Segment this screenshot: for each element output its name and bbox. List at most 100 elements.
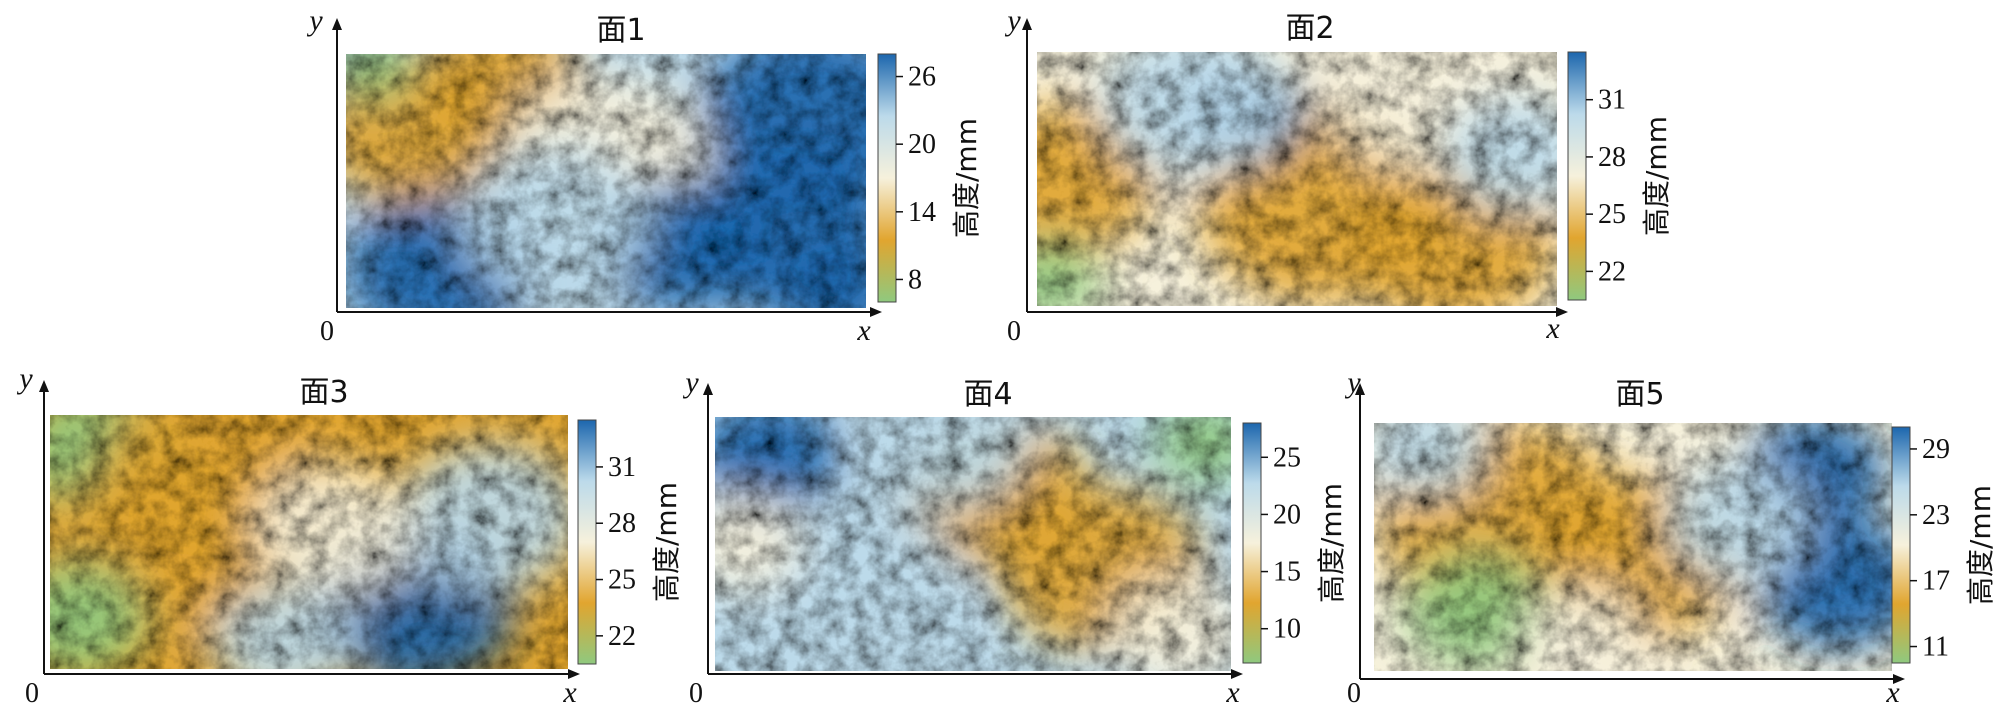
colorbar-label: 高度/mm — [1640, 116, 1673, 236]
surface-image — [715, 417, 1231, 671]
y-axis-arrow — [39, 380, 49, 392]
panel-5: 面5 y x 0 11 17 23 29 高度/mm — [1344, 366, 1997, 709]
colorbar-label: 高度/mm — [950, 118, 983, 238]
surface-texture — [1374, 423, 1892, 671]
y-axis-arrow — [1022, 18, 1032, 30]
height-region — [210, 585, 356, 669]
colorbar-tick-label: 31 — [1598, 85, 1626, 116]
surface-texture — [715, 417, 1231, 671]
height-region — [346, 54, 414, 100]
origin-label: 0 — [1007, 316, 1021, 347]
surface-image — [1374, 423, 1892, 671]
surface-texture — [346, 54, 866, 308]
height-region — [1442, 95, 1557, 212]
panel-1: 面1 y x 0 8 14 20 26 高度/mm — [306, 4, 983, 347]
colorbar — [577, 419, 597, 665]
y-axis-label: y — [1004, 4, 1021, 37]
height-region — [1107, 575, 1231, 671]
colorbar-label: 高度/mm — [1964, 485, 1997, 605]
x-axis-arrow — [1556, 307, 1568, 317]
height-region — [1099, 52, 1287, 178]
height-region — [715, 494, 803, 594]
colorbar-tick-label: 10 — [1273, 614, 1301, 645]
colorbar-tick-label: 25 — [1598, 199, 1626, 230]
height-region — [1405, 550, 1551, 668]
y-axis-arrow — [332, 18, 342, 30]
surface-image — [346, 54, 866, 308]
height-region — [864, 417, 1030, 509]
y-axis-label: y — [306, 4, 323, 37]
colorbar-tick-label: 14 — [908, 197, 936, 228]
x-axis-label: x — [1545, 312, 1560, 345]
surface-texture — [50, 415, 568, 669]
colorbar-tick-label: 28 — [608, 508, 636, 539]
x-axis-label: x — [1885, 676, 1900, 709]
height-region — [1153, 417, 1231, 484]
height-region — [397, 442, 568, 592]
x-axis-label: x — [562, 676, 577, 709]
x-axis-arrow — [1893, 674, 1905, 684]
panel-4: 面4 y x 0 10 15 20 25 高度/mm — [682, 366, 1348, 709]
colorbar — [1242, 422, 1262, 664]
panel-title: 面2 — [1285, 11, 1334, 46]
y-axis-arrow — [1355, 383, 1365, 395]
colorbar-tick-label: 29 — [1922, 434, 1950, 465]
height-regions — [715, 417, 1231, 671]
height-regions — [346, 54, 866, 308]
colorbar-tick-label: 22 — [1598, 256, 1626, 287]
height-region — [776, 507, 963, 657]
colorbar-tick-label: 22 — [608, 621, 636, 652]
y-axis-arrow — [703, 383, 713, 395]
origin-label: 0 — [1347, 678, 1361, 709]
colorbar-tick-label: 23 — [1922, 500, 1950, 531]
colorbar-tick-label: 15 — [1273, 557, 1301, 588]
colorbar-tick-label: 26 — [908, 62, 936, 93]
surface-image — [50, 415, 568, 669]
y-axis-label: y — [1344, 366, 1361, 399]
height-region — [715, 417, 839, 513]
panel-3: 面3 y x 0 22 25 28 31 高度/mm — [16, 362, 683, 709]
colorbar — [877, 53, 897, 303]
surface-image — [1037, 52, 1557, 306]
panel-title: 面3 — [299, 375, 348, 410]
colorbar-tick-label: 20 — [1273, 499, 1301, 530]
origin-label: 0 — [320, 316, 334, 347]
panel-title: 面5 — [1615, 377, 1664, 412]
height-regions — [50, 415, 568, 669]
colorbar-tick-label: 25 — [1273, 442, 1301, 473]
height-regions — [1037, 52, 1557, 306]
height-region — [1037, 239, 1100, 306]
colorbar — [1567, 51, 1587, 301]
height-region — [50, 560, 149, 669]
origin-label: 0 — [25, 678, 39, 709]
colorbar-tick-label: 20 — [908, 129, 936, 160]
height-region — [1664, 464, 1810, 581]
colorbar-tick-label: 31 — [608, 452, 636, 483]
colorbar-label: 高度/mm — [650, 482, 683, 602]
height-region — [1374, 423, 1488, 498]
x-axis-label: x — [856, 314, 871, 347]
panel-title: 面1 — [596, 13, 645, 48]
height-region — [460, 144, 648, 294]
panel-2: 面2 y x 0 22 25 28 31 高度/mm — [1004, 4, 1673, 347]
y-axis-label: y — [682, 366, 699, 399]
x-axis-label: x — [1225, 676, 1240, 709]
colorbar-tick-label: 25 — [608, 565, 636, 596]
colorbar-tick-label: 11 — [1922, 632, 1949, 663]
colorbar-label: 高度/mm — [1315, 483, 1348, 603]
height-region — [1519, 584, 1644, 671]
x-axis-arrow — [870, 307, 882, 317]
height-region — [777, 245, 866, 308]
y-axis-label: y — [16, 362, 33, 395]
height-region — [252, 462, 418, 596]
panel-title: 面4 — [963, 377, 1012, 412]
colorbar-tick-label: 17 — [1922, 566, 1950, 597]
surface-texture — [1037, 52, 1557, 306]
colorbar — [1891, 426, 1911, 664]
origin-label: 0 — [689, 678, 703, 709]
colorbar-tick-label: 8 — [908, 264, 922, 295]
x-axis-arrow — [1231, 669, 1243, 679]
x-axis-arrow — [568, 669, 580, 679]
colorbar-tick-label: 28 — [1598, 142, 1626, 173]
